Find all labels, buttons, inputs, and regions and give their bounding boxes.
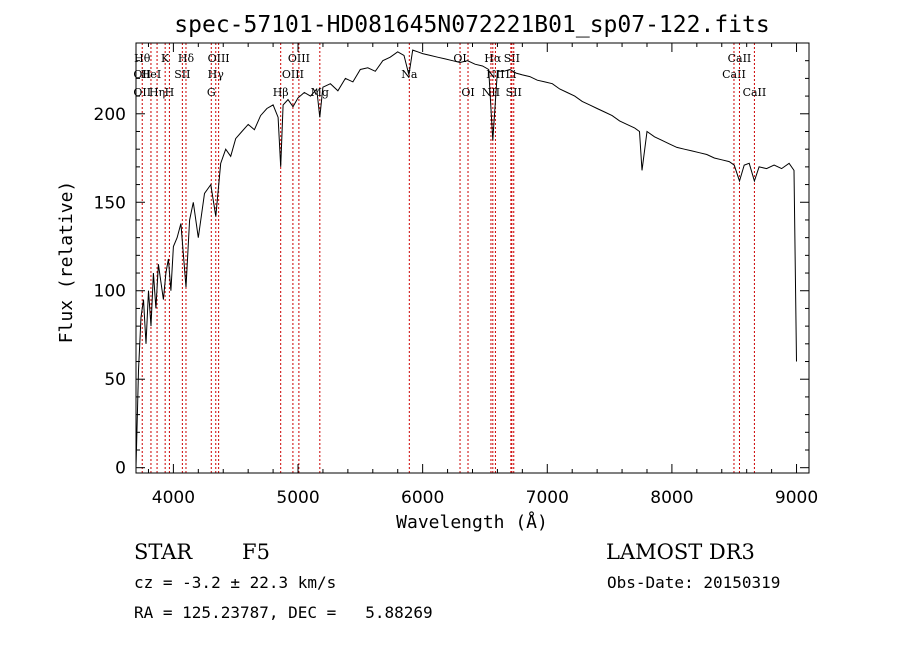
x-tick-label: 7000	[526, 488, 569, 508]
axes: 4000 5000 6000 7000 8000 9000 0 50 100 150 200	[94, 43, 818, 508]
line-label: OI	[453, 52, 466, 65]
x-tick-label: 6000	[401, 488, 444, 508]
spectrum-line	[135, 49, 797, 468]
x-axis-label: Wavelength (Å)	[396, 511, 548, 533]
line-label: CaII	[743, 86, 767, 99]
x-tick-label: 8000	[650, 488, 693, 508]
line-label: Li	[505, 68, 516, 81]
line-label: H	[165, 86, 175, 99]
line-label: Hβ	[273, 86, 289, 99]
spectrum-chart: spec-57101-HD081645N072221B01_sp07-122.f…	[56, 12, 818, 533]
plot-frame	[135, 42, 810, 474]
line-label: OII	[133, 68, 151, 81]
observation-date: Obs-Date: 20150319	[607, 573, 781, 592]
line-label: SII	[174, 68, 190, 81]
y-tick-label: 150	[94, 193, 126, 213]
line-label: Mg	[311, 86, 329, 99]
line-label: Na	[401, 68, 418, 81]
line-label: OI	[461, 86, 474, 99]
line-label: SII	[506, 86, 522, 99]
line-label: Hα	[484, 52, 502, 65]
line-label: Hγ	[208, 68, 225, 81]
y-tick-label: 100	[94, 282, 126, 302]
emission-line-markers: HθOIIOIIHeIHηKHSIIHδGHγOIIIHβOIIIOIIIMgN…	[133, 43, 766, 473]
x-tick-label: 9000	[775, 488, 818, 508]
line-label: CaII	[728, 52, 752, 65]
y-tick-label: 200	[94, 105, 126, 125]
line-label: OIII	[208, 52, 230, 65]
ra-dec-coordinates: RA = 125.23787, DEC = 5.88269	[134, 603, 433, 622]
line-label: NII	[482, 86, 500, 99]
chart-title: spec-57101-HD081645N072221B01_sp07-122.f…	[174, 12, 769, 38]
spectral-subclass: F5	[242, 540, 270, 564]
line-label: SII	[504, 52, 520, 65]
line-label: HeI	[141, 68, 161, 81]
x-tick-label: 4000	[152, 488, 195, 508]
x-tick-label: 5000	[276, 488, 319, 508]
line-label: Hθ	[134, 52, 151, 65]
line-label: Hη	[149, 86, 165, 99]
line-label: K	[161, 52, 170, 65]
y-tick-label: 0	[115, 459, 126, 479]
survey-name: LAMOST DR3	[606, 540, 755, 564]
y-axis-label: Flux (relative)	[56, 181, 77, 344]
redshift-cz: cz = -3.2 ± 22.3 km/s	[134, 573, 337, 592]
line-label: G	[207, 86, 216, 99]
line-label: Hδ	[178, 52, 195, 65]
y-tick-label: 50	[104, 370, 126, 390]
line-label: OIII	[288, 52, 310, 65]
line-label: CaII	[722, 68, 746, 81]
object-class: STAR	[134, 540, 193, 564]
line-label: OIII	[282, 68, 304, 81]
